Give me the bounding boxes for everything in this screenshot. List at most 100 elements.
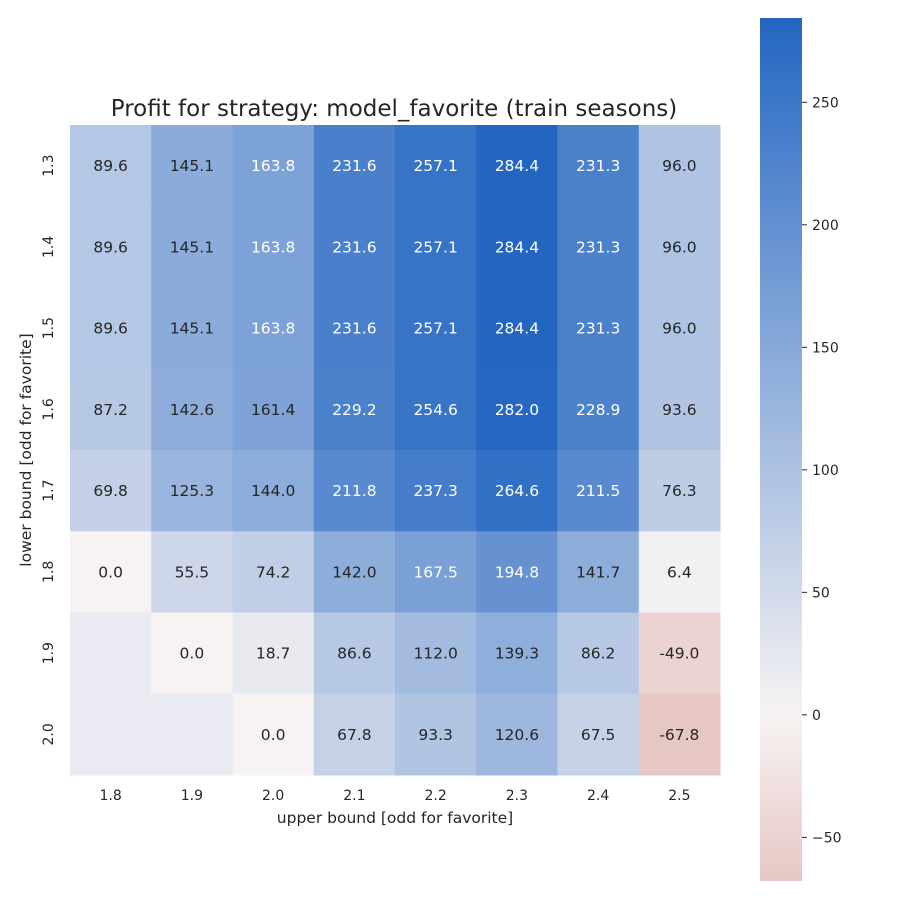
heatmap-cell [638, 693, 721, 776]
heatmap-cell [232, 612, 315, 695]
x-tick-label: 2.3 [506, 788, 528, 804]
heatmap-cell-label: 89.6 [93, 238, 128, 256]
heatmap-cell [476, 368, 558, 451]
x-axis-ticks: 1.8 1.9 2.0 2.1 2.2 2.3 2.4 2.5 [99, 788, 690, 804]
heatmap-cell [313, 450, 396, 532]
heatmap-cell-label: 231.6 [332, 238, 376, 256]
heatmap-cell-label: 142.0 [332, 563, 376, 581]
heatmap-cell [395, 206, 477, 288]
heatmap-cell [151, 287, 233, 370]
heatmap-cell-label: -49.0 [659, 645, 699, 663]
heatmap-cell-label: 0.0 [180, 645, 205, 663]
heatmap-cell [313, 612, 396, 695]
colorbar-tick-label: 250 [812, 95, 839, 111]
heatmap-cell [70, 531, 152, 613]
heatmap-cell-label: 142.6 [170, 401, 214, 419]
heatmap-cell-empty [70, 612, 152, 695]
heatmap-cell-label: -67.8 [659, 726, 699, 744]
heatmap-cell [232, 287, 315, 370]
heatmap-cell [557, 125, 640, 207]
heatmap-cell-label: 145.1 [170, 238, 214, 256]
heatmap-cell [151, 206, 233, 288]
heatmap-cell [476, 612, 558, 695]
heatmap-cell-label: 194.8 [495, 563, 539, 581]
heatmap-cell [476, 125, 558, 207]
heatmap-cell-label: 55.5 [175, 563, 210, 581]
heatmap-cell [557, 531, 640, 613]
heatmap-cell [557, 612, 640, 695]
heatmap-cell-label: 67.8 [337, 726, 372, 744]
heatmap-cell-label: 6.4 [667, 563, 692, 581]
heatmap-cell-label: 120.6 [495, 726, 539, 744]
heatmap-cell-label: 257.1 [413, 320, 457, 338]
heatmap-cell-label: 231.3 [576, 157, 620, 175]
heatmap-cell [557, 693, 640, 776]
heatmap-cell-label: 145.1 [170, 320, 214, 338]
heatmap-cell [557, 206, 640, 288]
heatmap-cell [151, 612, 233, 695]
heatmap-cell-label: 167.5 [413, 563, 457, 581]
heatmap-cell-label: 257.1 [413, 238, 457, 256]
heatmap-cell [395, 531, 477, 613]
heatmap-cell [638, 287, 721, 370]
heatmap-cell-label: 141.7 [576, 563, 620, 581]
heatmap-cell [638, 450, 721, 532]
heatmap-cell [395, 612, 477, 695]
x-tick-label: 1.9 [181, 788, 203, 804]
y-tick-label: 1.4 [41, 236, 57, 258]
heatmap-cell [313, 368, 396, 451]
heatmap-cell-label: 93.6 [662, 401, 697, 419]
heatmap-cell [638, 368, 721, 451]
heatmap-cell [313, 125, 396, 207]
heatmap-cell-label: 284.4 [495, 157, 539, 175]
heatmap-cell [70, 287, 152, 370]
heatmap-cell [151, 450, 233, 532]
heatmap-cell-label: 163.8 [251, 320, 295, 338]
colorbar-tick-label: 200 [812, 218, 839, 234]
y-tick-label: 1.7 [41, 479, 57, 501]
colorbar-tick-label: 50 [812, 585, 830, 601]
heatmap-cell-label: 96.0 [662, 238, 697, 256]
heatmap-cell [70, 368, 152, 451]
heatmap-cell-label: 264.6 [495, 482, 539, 500]
heatmap-cell [151, 368, 233, 451]
heatmap-cell-empty [151, 693, 233, 776]
heatmap-cell [395, 125, 477, 207]
heatmap-cell-label: 86.6 [337, 645, 372, 663]
heatmap-cell-label: 254.6 [413, 401, 457, 419]
heatmap-cell [232, 693, 315, 776]
heatmap-cell [232, 125, 315, 207]
heatmap-cell [476, 531, 558, 613]
heatmap-cell [151, 531, 233, 613]
heatmap-cell-label: 284.4 [495, 238, 539, 256]
heatmap-cell-label: 112.0 [413, 645, 457, 663]
colorbar-tick-label: 150 [812, 340, 839, 356]
heatmap-cell-label: 237.3 [413, 482, 457, 500]
heatmap-cell-label: 163.8 [251, 238, 295, 256]
heatmap-cell-label: 163.8 [251, 157, 295, 175]
y-tick-label: 1.6 [41, 398, 57, 420]
heatmap-cell [476, 287, 558, 370]
colorbar-tick-label: 100 [812, 463, 839, 479]
heatmap-cell-label: 0.0 [261, 726, 286, 744]
heatmap-cell-label: 257.1 [413, 157, 457, 175]
heatmap-cell [395, 450, 477, 532]
heatmap-cell [313, 693, 396, 776]
heatmap-cell [638, 612, 721, 695]
heatmap-cell [638, 125, 721, 207]
x-tick-label: 2.5 [668, 788, 690, 804]
heatmap-cell [557, 287, 640, 370]
heatmap-cell [232, 450, 315, 532]
x-tick-label: 2.0 [262, 788, 284, 804]
heatmap-cell [476, 450, 558, 532]
heatmap-cell [638, 206, 721, 288]
heatmap-cell-label: 0.0 [98, 563, 123, 581]
x-tick-label: 2.1 [343, 788, 365, 804]
heatmap-cell-label: 89.6 [93, 157, 128, 175]
heatmap-cell-label: 76.3 [662, 482, 697, 500]
heatmap-cell-label: 86.2 [581, 645, 616, 663]
heatmap-cell [70, 450, 152, 532]
y-axis-ticks: 1.3 1.4 1.5 1.6 1.7 1.8 1.9 2.0 [41, 154, 57, 745]
heatmap-cell [232, 368, 315, 451]
